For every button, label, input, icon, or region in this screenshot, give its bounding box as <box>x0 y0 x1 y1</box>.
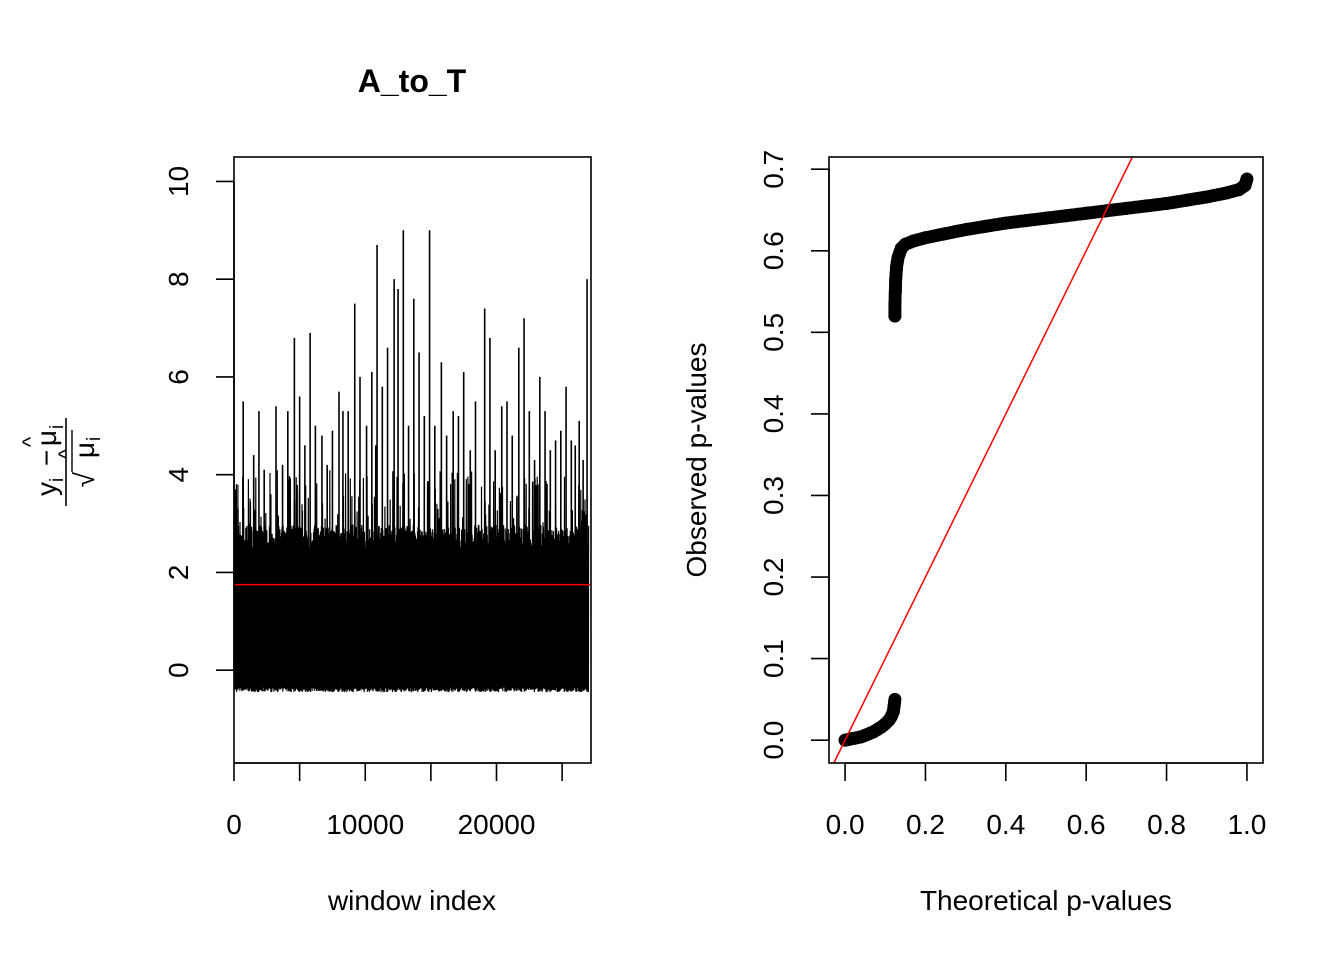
qq-point <box>1240 172 1254 186</box>
qq-point <box>959 223 973 237</box>
qq-point <box>888 297 902 311</box>
qq-point <box>939 227 953 241</box>
right-y-axis: 0.0 0.1 0.2 0.3 0.4 0.5 0.6 0.7 <box>758 150 830 760</box>
qq-point <box>906 234 920 248</box>
left-y-tick-label: 0 <box>163 662 194 678</box>
qq-point <box>888 309 902 323</box>
qq-point <box>1180 193 1194 207</box>
right-x-tick-label: 0.8 <box>1147 809 1186 840</box>
ylabel-minus: − <box>31 450 62 466</box>
qq-point <box>1059 209 1073 223</box>
qq-point <box>1119 201 1133 215</box>
left-y-axis: 0 2 4 6 8 10 <box>163 166 235 678</box>
left-series-band <box>234 557 589 688</box>
ylabel-den-mu-hat: ^ <box>54 448 79 459</box>
right-y-tick-label: 0.6 <box>758 231 789 270</box>
right-y-tick-label: 0.1 <box>758 639 789 678</box>
right-x-tick-label: 0.2 <box>906 809 945 840</box>
right-y-tick-label: 0.7 <box>758 150 789 189</box>
left-y-tick-label: 4 <box>163 467 194 483</box>
right-points <box>838 172 1254 747</box>
qq-point <box>1039 211 1053 225</box>
left-y-tick-label: 10 <box>163 166 194 197</box>
qq-point <box>1220 186 1234 200</box>
qq-point <box>999 216 1013 230</box>
left-x-tick-label: 0 <box>226 809 242 840</box>
left-x-tick-label: 10000 <box>326 809 404 840</box>
right-x-tick-label: 0.6 <box>1067 809 1106 840</box>
qq-point <box>1139 199 1153 213</box>
qq-point <box>918 231 932 245</box>
ylabel-mu-sub: i <box>47 425 68 429</box>
qq-point <box>979 219 993 233</box>
right-panel: 0.0 0.2 0.4 0.6 0.8 1.0 0.0 0.1 0.2 0.3 0.4 0.5 0.6… <box>681 150 1266 916</box>
left-y-tick-label: 2 <box>163 565 194 581</box>
ylabel-y: y <box>31 482 62 496</box>
left-series <box>233 230 590 693</box>
left-y-axis-label: y i − μ ^ i √ μ ^ i <box>18 418 105 506</box>
qq-point <box>1200 190 1214 204</box>
right-x-tick-label: 0.4 <box>986 809 1025 840</box>
left-x-tick-label: 20000 <box>458 809 536 840</box>
right-y-tick-label: 0.3 <box>758 476 789 515</box>
left-x-axis: 0 10000 20000 <box>226 762 563 840</box>
left-chart-title: A_to_T <box>358 63 467 99</box>
ylabel-mu: μ <box>31 430 62 446</box>
left-x-axis-label: window index <box>327 885 496 916</box>
right-y-tick-label: 0.0 <box>758 721 789 760</box>
right-y-tick-label: 0.4 <box>758 394 789 433</box>
ylabel-sqrt: √ <box>69 471 100 487</box>
right-x-tick-label: 1.0 <box>1227 809 1266 840</box>
right-y-tick-label: 0.5 <box>758 313 789 352</box>
qq-point <box>1079 206 1093 220</box>
right-x-tick-label: 0.0 <box>826 809 865 840</box>
ylabel-y-sub: i <box>47 478 68 482</box>
right-y-tick-label: 0.2 <box>758 558 789 597</box>
ylabel-mu-hat: ^ <box>18 436 43 447</box>
right-x-axis-label: Theoretical p-values <box>920 885 1172 916</box>
right-reference-line <box>833 156 1134 764</box>
qq-point <box>889 272 903 286</box>
right-y-axis-label: Observed p-values <box>681 342 712 577</box>
right-x-axis: 0.0 0.2 0.4 0.6 0.8 1.0 <box>826 762 1266 840</box>
qq-point <box>1019 214 1033 228</box>
qq-point <box>1160 196 1174 210</box>
qq-point <box>888 285 902 299</box>
ylabel-den-mu-sub: i <box>84 437 105 441</box>
left-y-tick-label: 6 <box>163 369 194 385</box>
qq-point <box>888 692 902 706</box>
ylabel-den-mu: μ <box>69 442 100 458</box>
qq-point <box>890 260 904 274</box>
left-y-tick-label: 8 <box>163 271 194 287</box>
